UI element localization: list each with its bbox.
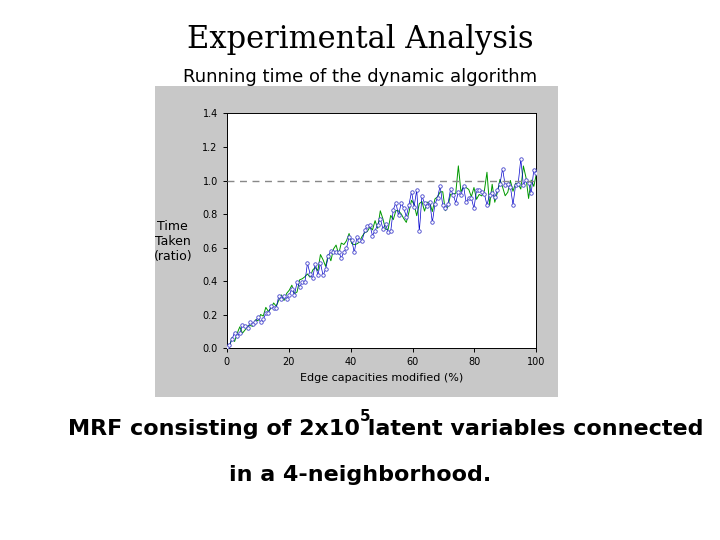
X-axis label: Edge capacities modified (%): Edge capacities modified (%) [300,373,463,383]
Text: latent variables connected: latent variables connected [360,418,703,438]
Text: Time
Taken
(ratio): Time Taken (ratio) [153,220,192,263]
Text: Running time of the dynamic algorithm: Running time of the dynamic algorithm [183,68,537,85]
Text: 5: 5 [360,409,371,424]
Text: MRF consisting of 2x10: MRF consisting of 2x10 [68,418,360,438]
Text: Experimental Analysis: Experimental Analysis [186,24,534,55]
Text: in a 4-neighborhood.: in a 4-neighborhood. [229,464,491,484]
